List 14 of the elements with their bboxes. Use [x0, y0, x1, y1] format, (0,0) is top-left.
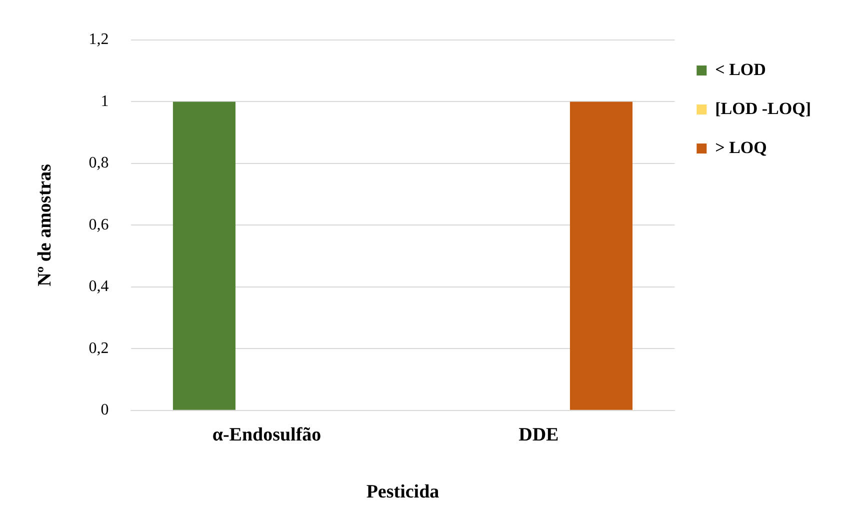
legend-label: < LOD [715, 60, 766, 79]
x-tick-label: α-Endosulfão [212, 424, 322, 446]
y-tick-label: 1,2 [88, 31, 109, 48]
x-tick-label: DDE [518, 424, 559, 446]
y-tick-label: 0,4 [88, 278, 109, 296]
y-tick-label: 0 [100, 402, 109, 419]
y-tick-label: 0,6 [88, 216, 109, 234]
y-tick-label: 0,2 [88, 340, 109, 357]
y-tick-label: 1 [100, 92, 109, 110]
legend-label: > LOQ [715, 138, 767, 157]
y-axis-title: Nº de amostras [34, 164, 56, 286]
y-tick-label: 0,8 [88, 154, 109, 172]
legend-label: [LOD -LOQ] [715, 98, 811, 118]
x-axis-title: Pesticida [366, 482, 440, 503]
